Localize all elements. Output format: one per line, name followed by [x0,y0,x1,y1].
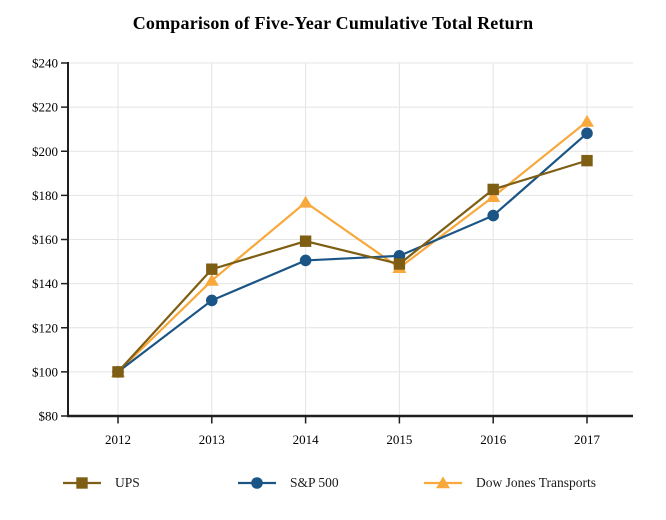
square-marker [112,366,124,378]
y-tick-label: $120 [32,320,58,335]
x-tick-label: 2014 [293,432,320,447]
circle-marker [487,209,500,222]
y-tick-label: $220 [32,100,58,115]
square-marker [487,183,499,196]
square-marker [299,235,312,247]
square-marker [581,154,593,167]
circle-marker [206,294,218,307]
x-tick-label: 2013 [199,432,225,447]
series-line-s-p-500 [117,132,588,373]
circle-marker [581,127,593,140]
y-tick-label: $140 [32,276,58,291]
x-tick-label: 2016 [480,432,507,447]
y-tick-label: $160 [32,232,58,247]
x-tick-label: 2012 [105,432,131,447]
square-marker [393,258,406,270]
triangle-marker [580,114,594,127]
y-tick-label: $80 [39,409,59,424]
y-tick-label: $240 [32,56,58,71]
x-tick-label: 2017 [574,432,601,447]
series-markers-ups [112,154,593,378]
y-tick-label: $200 [32,144,58,159]
circle-marker [299,254,312,267]
series-line-dow-jones-transports [117,120,588,373]
square-marker [206,263,218,275]
series-markers-dow-jones-transports [111,114,594,378]
triangle-marker [204,273,219,286]
triangle-marker [486,190,501,202]
chart-title: Comparison of Five-Year Cumulative Total… [132,13,534,33]
x-tick-label: 2015 [386,432,412,447]
triangle-marker [298,195,313,208]
y-tick-label: $100 [32,364,58,379]
series-line-ups [117,159,588,373]
y-tick-label: $180 [32,188,58,203]
